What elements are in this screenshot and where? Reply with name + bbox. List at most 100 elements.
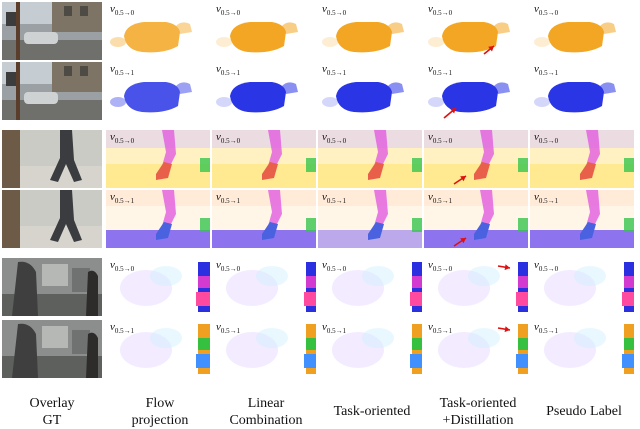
caption-line: Task-oriented xyxy=(333,404,411,419)
flow-label-main: v xyxy=(110,191,115,203)
flow-label: v0.5→0 xyxy=(534,3,558,17)
flow-label-sub: 0.5→1 xyxy=(114,327,135,336)
flow-label: v0.5→1 xyxy=(534,321,558,335)
flow-label-sub: 0.5→0 xyxy=(114,9,135,18)
flow-map: v0.5→1 xyxy=(530,62,634,120)
flow-label: v0.5→0 xyxy=(110,259,134,273)
flow-label-sub: 0.5→0 xyxy=(432,265,453,274)
flow-label-main: v xyxy=(216,63,221,75)
flow-map: v0.5→1 xyxy=(318,190,422,248)
red-arrow-head xyxy=(504,264,510,271)
flow-map: v0.5→1 xyxy=(530,320,634,378)
flow-label: v0.5→1 xyxy=(534,63,558,77)
overlay-image xyxy=(2,190,102,248)
flow-label-sub: 0.5→1 xyxy=(538,197,559,206)
flow-map: v0.5→0 xyxy=(424,258,528,316)
overlay-image xyxy=(2,2,102,60)
flow-label-sub: 0.5→0 xyxy=(114,265,135,274)
flow-label-main: v xyxy=(534,3,539,15)
flow-label: v0.5→1 xyxy=(428,191,452,205)
flow-label: v0.5→1 xyxy=(110,191,134,205)
flow-label-main: v xyxy=(322,321,327,333)
overlay-image xyxy=(2,258,102,316)
flow-label: v0.5→0 xyxy=(322,131,346,145)
flow-map: v0.5→0 xyxy=(212,258,316,316)
flow-label-main: v xyxy=(534,191,539,203)
flow-label-main: v xyxy=(322,63,327,75)
flow-label: v0.5→1 xyxy=(322,191,346,205)
flow-label: v0.5→0 xyxy=(428,3,452,17)
flow-label-main: v xyxy=(428,191,433,203)
flow-label: v0.5→1 xyxy=(216,191,240,205)
flow-label: v0.5→1 xyxy=(534,191,558,205)
flow-map: v0.5→0 xyxy=(106,2,210,60)
flow-map: v0.5→0 xyxy=(530,2,634,60)
caption-task-oriented-distillation: Task-oriented +Distillation xyxy=(426,395,530,429)
flow-label-sub: 0.5→1 xyxy=(220,197,241,206)
flow-label-sub: 0.5→1 xyxy=(326,69,347,78)
flow-label: v0.5→0 xyxy=(428,131,452,145)
flow-map: v0.5→0 xyxy=(318,258,422,316)
red-arrow-head xyxy=(460,176,466,182)
caption-flow-projection: Flow projection xyxy=(110,395,210,429)
flow-label-main: v xyxy=(428,63,433,75)
flow-label: v0.5→0 xyxy=(110,3,134,17)
flow-label-main: v xyxy=(428,131,433,143)
flow-map: v0.5→1 xyxy=(212,320,316,378)
flow-label-main: v xyxy=(216,191,221,203)
caption-line: Linear xyxy=(247,396,285,411)
flow-map: v0.5→1 xyxy=(106,190,210,248)
flow-label-main: v xyxy=(110,3,115,15)
flow-label-sub: 0.5→1 xyxy=(538,327,559,336)
flow-label-main: v xyxy=(322,3,327,15)
flow-map: v0.5→1 xyxy=(424,320,528,378)
flow-map: v0.5→1 xyxy=(424,62,528,120)
overlay-image xyxy=(2,130,102,188)
flow-map: v0.5→0 xyxy=(106,130,210,188)
red-arrow-head xyxy=(488,46,494,52)
flow-label-main: v xyxy=(216,321,221,333)
flow-label-main: v xyxy=(216,131,221,143)
flow-label-sub: 0.5→1 xyxy=(220,69,241,78)
flow-label-main: v xyxy=(534,259,539,271)
flow-label-main: v xyxy=(110,321,115,333)
caption-overlay-gt: Overlay GT xyxy=(4,395,100,429)
flow-label-main: v xyxy=(428,259,433,271)
overlay-image xyxy=(2,62,102,120)
flow-label-main: v xyxy=(110,63,115,75)
caption-line: GT xyxy=(42,413,62,428)
flow-label: v0.5→1 xyxy=(322,63,346,77)
flow-label-sub: 0.5→0 xyxy=(220,9,241,18)
flow-map: v0.5→1 xyxy=(318,62,422,120)
overlay-image xyxy=(2,320,102,378)
flow-label-sub: 0.5→1 xyxy=(538,69,559,78)
flow-label-main: v xyxy=(428,321,433,333)
flow-label-sub: 0.5→1 xyxy=(220,327,241,336)
flow-label-sub: 0.5→1 xyxy=(432,327,453,336)
flow-label: v0.5→0 xyxy=(322,3,346,17)
flow-label: v0.5→0 xyxy=(216,259,240,273)
flow-map: v0.5→0 xyxy=(530,130,634,188)
flow-map: v0.5→0 xyxy=(106,258,210,316)
flow-label-sub: 0.5→0 xyxy=(220,137,241,146)
flow-label-main: v xyxy=(534,63,539,75)
flow-map: v0.5→0 xyxy=(212,2,316,60)
flow-label-main: v xyxy=(216,259,221,271)
flow-map: v0.5→1 xyxy=(106,320,210,378)
flow-label-main: v xyxy=(216,3,221,15)
flow-label-sub: 0.5→0 xyxy=(326,137,347,146)
red-arrow-head xyxy=(504,326,510,333)
flow-label-sub: 0.5→1 xyxy=(432,197,453,206)
flow-label: v0.5→1 xyxy=(322,321,346,335)
flow-label: v0.5→0 xyxy=(110,131,134,145)
flow-label: v0.5→1 xyxy=(428,63,452,77)
flow-label-sub: 0.5→0 xyxy=(538,137,559,146)
flow-map: v0.5→0 xyxy=(212,130,316,188)
flow-label-main: v xyxy=(322,191,327,203)
caption-line: Pseudo Label xyxy=(546,404,622,419)
caption-pseudo-label: Pseudo Label xyxy=(532,403,636,420)
flow-label: v0.5→1 xyxy=(110,63,134,77)
flow-map: v0.5→1 xyxy=(212,190,316,248)
flow-label: v0.5→1 xyxy=(428,321,452,335)
caption-line: projection xyxy=(131,413,189,428)
